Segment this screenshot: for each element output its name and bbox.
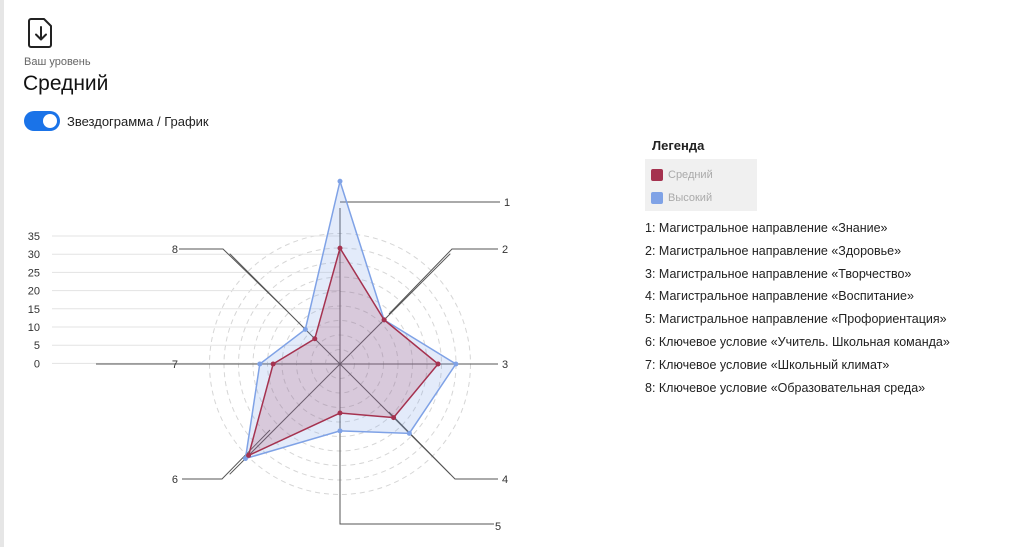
level-value: Средний xyxy=(23,72,109,95)
series-1-point xyxy=(246,452,252,458)
axis-label-2: 2 xyxy=(502,244,508,256)
scale-tick-label: 30 xyxy=(28,249,40,261)
axis-label-8: 8 xyxy=(172,244,178,256)
series-2-point xyxy=(337,178,343,184)
series-2-point xyxy=(302,326,308,332)
scale-tick-label: 10 xyxy=(28,322,40,334)
series-1-point xyxy=(381,317,387,323)
axis-description-8: 8: Ключевое условие «Образовательная сре… xyxy=(645,380,926,395)
legend: Легенда Средний Высокий 1: Магистральное… xyxy=(645,138,950,399)
series-2-point xyxy=(453,361,459,367)
series-2-point xyxy=(406,430,412,436)
legend-title: Легенда xyxy=(652,138,705,153)
legend-series-1-name: Средний xyxy=(668,168,713,181)
axis-leader-line xyxy=(339,434,494,525)
axis-description-list: 1: Магистральное направление «Знание» 2:… xyxy=(645,217,950,399)
chart-mode-toggle-label: Звездограмма / График xyxy=(67,113,209,129)
axis-label-1: 1 xyxy=(504,197,510,209)
axis-label-5: 5 xyxy=(495,521,501,533)
axis-leader-line xyxy=(179,248,287,311)
chart-mode-toggle[interactable] xyxy=(24,111,60,131)
axis-leader-line xyxy=(388,248,498,315)
scale-tick-label: 35 xyxy=(28,231,40,243)
series-1-point xyxy=(270,361,276,367)
series-1-point xyxy=(337,245,343,251)
series-2-point xyxy=(337,428,343,434)
series-1-point xyxy=(337,410,343,416)
series-1-point xyxy=(312,336,318,342)
axis-label-4: 4 xyxy=(502,474,508,486)
legend-series-box: Средний Высокий xyxy=(645,159,757,211)
legend-swatch-series-1 xyxy=(651,168,663,181)
radar-spoke xyxy=(339,253,451,365)
axis-label-7: 7 xyxy=(172,359,178,371)
series-2-point xyxy=(257,361,263,367)
scale-tick-label: 25 xyxy=(28,267,40,279)
axis-label-3: 3 xyxy=(502,359,508,371)
legend-swatch-series-2 xyxy=(651,191,663,204)
legend-entry-series-2[interactable]: Высокий xyxy=(651,186,757,209)
axis-description-6: 6: Ключевое условие «Учитель. Школьная к… xyxy=(645,334,950,349)
radar-chart: 35 30 25 20 15 10 5 0 1 2 3 4 5 6 7 8 xyxy=(28,178,510,533)
series-2-point xyxy=(242,456,248,462)
chart-mode-toggle-row: Звездограмма / График xyxy=(24,111,209,131)
level-caption: Ваш уровень xyxy=(24,56,91,68)
axis-description-3: 3: Магистральное направление «Творчество… xyxy=(645,266,912,281)
scale-tick-label: 5 xyxy=(34,340,40,352)
left-border xyxy=(0,0,4,547)
file-download-icon xyxy=(28,18,52,48)
axis-description-1: 1: Магистральное направление «Знание» xyxy=(645,221,888,235)
scale-tick-label: 0 xyxy=(34,358,40,370)
legend-entry-series-1[interactable]: Средний xyxy=(651,163,757,186)
download-button[interactable] xyxy=(27,16,55,50)
series-1-point xyxy=(435,361,441,367)
scale-tick-label: 20 xyxy=(28,286,40,298)
axis-label-6: 6 xyxy=(172,474,178,486)
series-1-point xyxy=(391,415,397,421)
toggle-knob xyxy=(43,114,57,128)
legend-series-2-name: Высокий xyxy=(668,191,713,204)
axis-description-2: 2: Магистральное направление «Здоровье» xyxy=(645,243,902,258)
axis-description-7: 7: Ключевое условие «Школьный климат» xyxy=(645,357,890,372)
axis-leader-line xyxy=(182,429,271,480)
axis-description-5: 5: Магистральное направление «Профориент… xyxy=(645,312,947,327)
scale-tick-label: 15 xyxy=(28,304,40,316)
axis-description-4: 4: Магистральное направление «Воспитание… xyxy=(645,289,914,304)
